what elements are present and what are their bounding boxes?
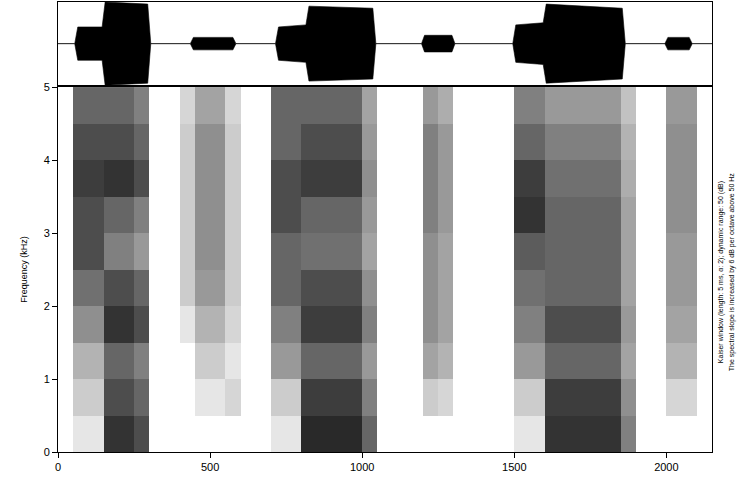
svg-text:Frequency (kHz): Frequency (kHz) bbox=[19, 236, 29, 303]
svg-text:4: 4 bbox=[44, 154, 50, 166]
svg-text:5: 5 bbox=[44, 81, 50, 93]
svg-text:3: 3 bbox=[44, 227, 50, 239]
svg-text:500: 500 bbox=[201, 461, 219, 473]
svg-text:0: 0 bbox=[44, 446, 50, 458]
svg-text:1000: 1000 bbox=[350, 461, 374, 473]
svg-text:2000: 2000 bbox=[654, 461, 678, 473]
svg-text:1500: 1500 bbox=[502, 461, 526, 473]
svg-text:0: 0 bbox=[55, 461, 61, 473]
svg-text:Kaiser window (length: 5 ms, α: Kaiser window (length: 5 ms, α: 2); dyna… bbox=[717, 181, 725, 363]
svg-text:1: 1 bbox=[44, 373, 50, 385]
svg-text:The spectral slope is increase: The spectral slope is increased by 6 dB … bbox=[728, 173, 736, 372]
svg-text:2: 2 bbox=[44, 300, 50, 312]
